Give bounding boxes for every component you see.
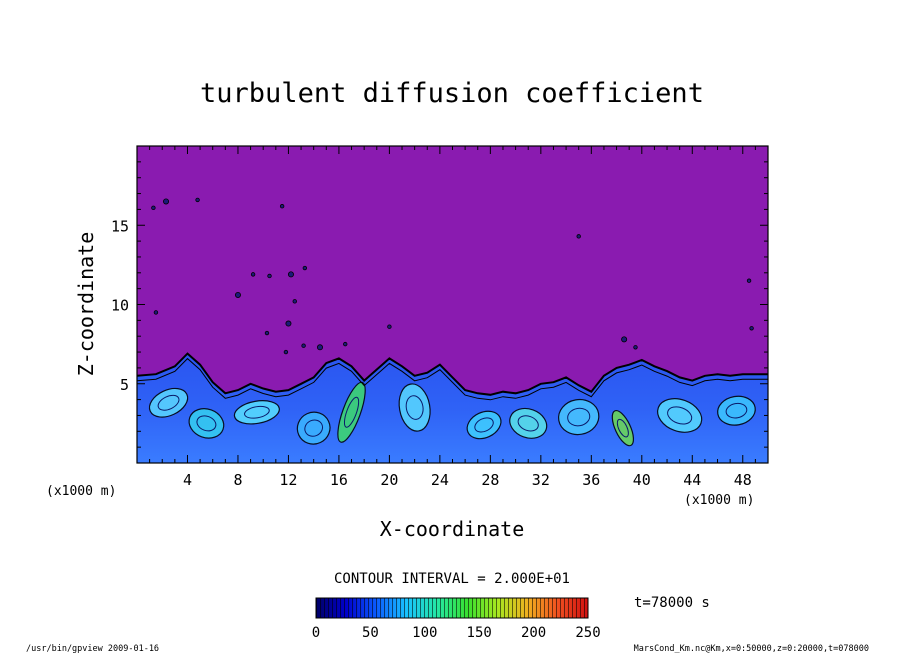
upper-eddy-specks bbox=[151, 197, 754, 355]
eddy-11 bbox=[657, 398, 703, 433]
x-axis-ticks: 4 8 12 16 20 24 28 32 36 40 44 48 bbox=[149, 146, 756, 489]
y-tick-label: 10 bbox=[111, 297, 129, 315]
x-unit-right: (x1000 m) bbox=[684, 493, 754, 508]
speck-22 bbox=[264, 330, 270, 336]
speck-3 bbox=[195, 197, 200, 203]
eddy-structures bbox=[148, 381, 756, 447]
boundary-layer-contour-inner bbox=[137, 357, 768, 401]
eddy-9 bbox=[557, 398, 600, 436]
eddy-10 bbox=[611, 409, 635, 447]
colorbar: 0 50 100 150 200 250 bbox=[312, 597, 601, 641]
eddy-8 bbox=[509, 407, 548, 439]
eddy-core-7 bbox=[474, 417, 494, 433]
x-axis-label: X-coordinate bbox=[380, 517, 525, 541]
speck-21 bbox=[285, 320, 292, 327]
speck-9 bbox=[234, 291, 241, 298]
speck-18 bbox=[633, 345, 638, 350]
eddy-12 bbox=[717, 395, 756, 426]
speck-7 bbox=[302, 265, 308, 271]
contour-interval-label: CONTOUR INTERVAL = 2.000E+01 bbox=[334, 571, 570, 587]
colorbar-tick-label: 100 bbox=[412, 625, 437, 641]
eddy-core-2 bbox=[196, 415, 217, 432]
x-tick-label: 28 bbox=[481, 471, 499, 489]
eddy-core-4 bbox=[304, 419, 324, 437]
eddy-4 bbox=[296, 411, 331, 445]
speck-20 bbox=[749, 326, 754, 331]
speck-11 bbox=[283, 349, 289, 355]
eddy-core-12 bbox=[725, 402, 748, 419]
eddy-core-6 bbox=[405, 395, 424, 420]
speck-23 bbox=[153, 310, 159, 315]
speck-17 bbox=[621, 336, 628, 343]
eddy-core-10 bbox=[616, 418, 629, 438]
speck-14 bbox=[387, 324, 392, 329]
speck-13 bbox=[316, 344, 323, 351]
eddy-core-5 bbox=[343, 396, 360, 428]
x-tick-label: 4 bbox=[183, 471, 192, 489]
colorbar-tick-label: 50 bbox=[362, 625, 379, 641]
x-tick-label: 44 bbox=[683, 471, 701, 489]
speck-15 bbox=[343, 341, 348, 347]
eddy-3 bbox=[233, 400, 280, 425]
y-tick-label: 5 bbox=[120, 376, 129, 394]
speck-5 bbox=[287, 271, 294, 278]
eddy-core-3 bbox=[244, 405, 270, 419]
speck-8 bbox=[250, 272, 256, 277]
colorbar-tick-label: 150 bbox=[467, 625, 492, 641]
colorbar-ticks: 0 50 100 150 200 250 bbox=[312, 625, 601, 641]
chart-title: turbulent diffusion coefficient bbox=[200, 78, 704, 109]
eddy-core-11 bbox=[667, 406, 693, 425]
eddy-1 bbox=[148, 387, 189, 418]
speck-19 bbox=[746, 278, 752, 283]
speck-1 bbox=[163, 198, 170, 205]
speck-6 bbox=[267, 273, 272, 279]
x-tick-label: 12 bbox=[279, 471, 297, 489]
x-tick-label: 48 bbox=[734, 471, 752, 489]
eddy-core-9 bbox=[567, 407, 591, 427]
speck-16 bbox=[576, 234, 581, 239]
x-tick-label: 36 bbox=[582, 471, 600, 489]
colorbar-frame bbox=[315, 597, 589, 619]
speck-12 bbox=[301, 343, 306, 348]
eddy-7 bbox=[466, 410, 502, 440]
x-tick-label: 8 bbox=[233, 471, 242, 489]
eddy-5 bbox=[337, 381, 366, 443]
boundary-layer-fill bbox=[137, 353, 768, 463]
y-tick-label: 15 bbox=[111, 217, 129, 235]
time-label: t=78000 s bbox=[634, 595, 710, 611]
x-tick-label: 32 bbox=[532, 471, 550, 489]
x-tick-label: 40 bbox=[633, 471, 651, 489]
eddy-2 bbox=[188, 408, 225, 439]
x-tick-label: 16 bbox=[330, 471, 348, 489]
colorbar-tick-label: 200 bbox=[521, 625, 546, 641]
colorbar-contour-stripes bbox=[316, 598, 588, 618]
x-tick-label: 24 bbox=[431, 471, 449, 489]
speck-2 bbox=[151, 205, 156, 211]
colorbar-tick-label: 0 bbox=[312, 625, 320, 641]
footer-right: MarsCond_Km.nc@Km,x=0:50000,z=0:20000,t=… bbox=[634, 644, 869, 654]
y-axis-ticks: 5 10 15 bbox=[111, 161, 768, 448]
y-axis-label: Z-coordinate bbox=[74, 232, 98, 377]
x-unit-left: (x1000 m) bbox=[46, 484, 116, 499]
colorbar-tick-label: 250 bbox=[575, 625, 600, 641]
speck-4 bbox=[279, 204, 285, 209]
eddy-core-8 bbox=[517, 415, 539, 432]
boundary-layer-contour bbox=[137, 352, 768, 396]
speck-10 bbox=[292, 299, 297, 304]
footer-left: /usr/bin/gpview 2009-01-16 bbox=[26, 644, 159, 654]
eddy-6 bbox=[398, 383, 431, 432]
x-tick-label: 20 bbox=[380, 471, 398, 489]
eddy-core-1 bbox=[157, 394, 180, 411]
